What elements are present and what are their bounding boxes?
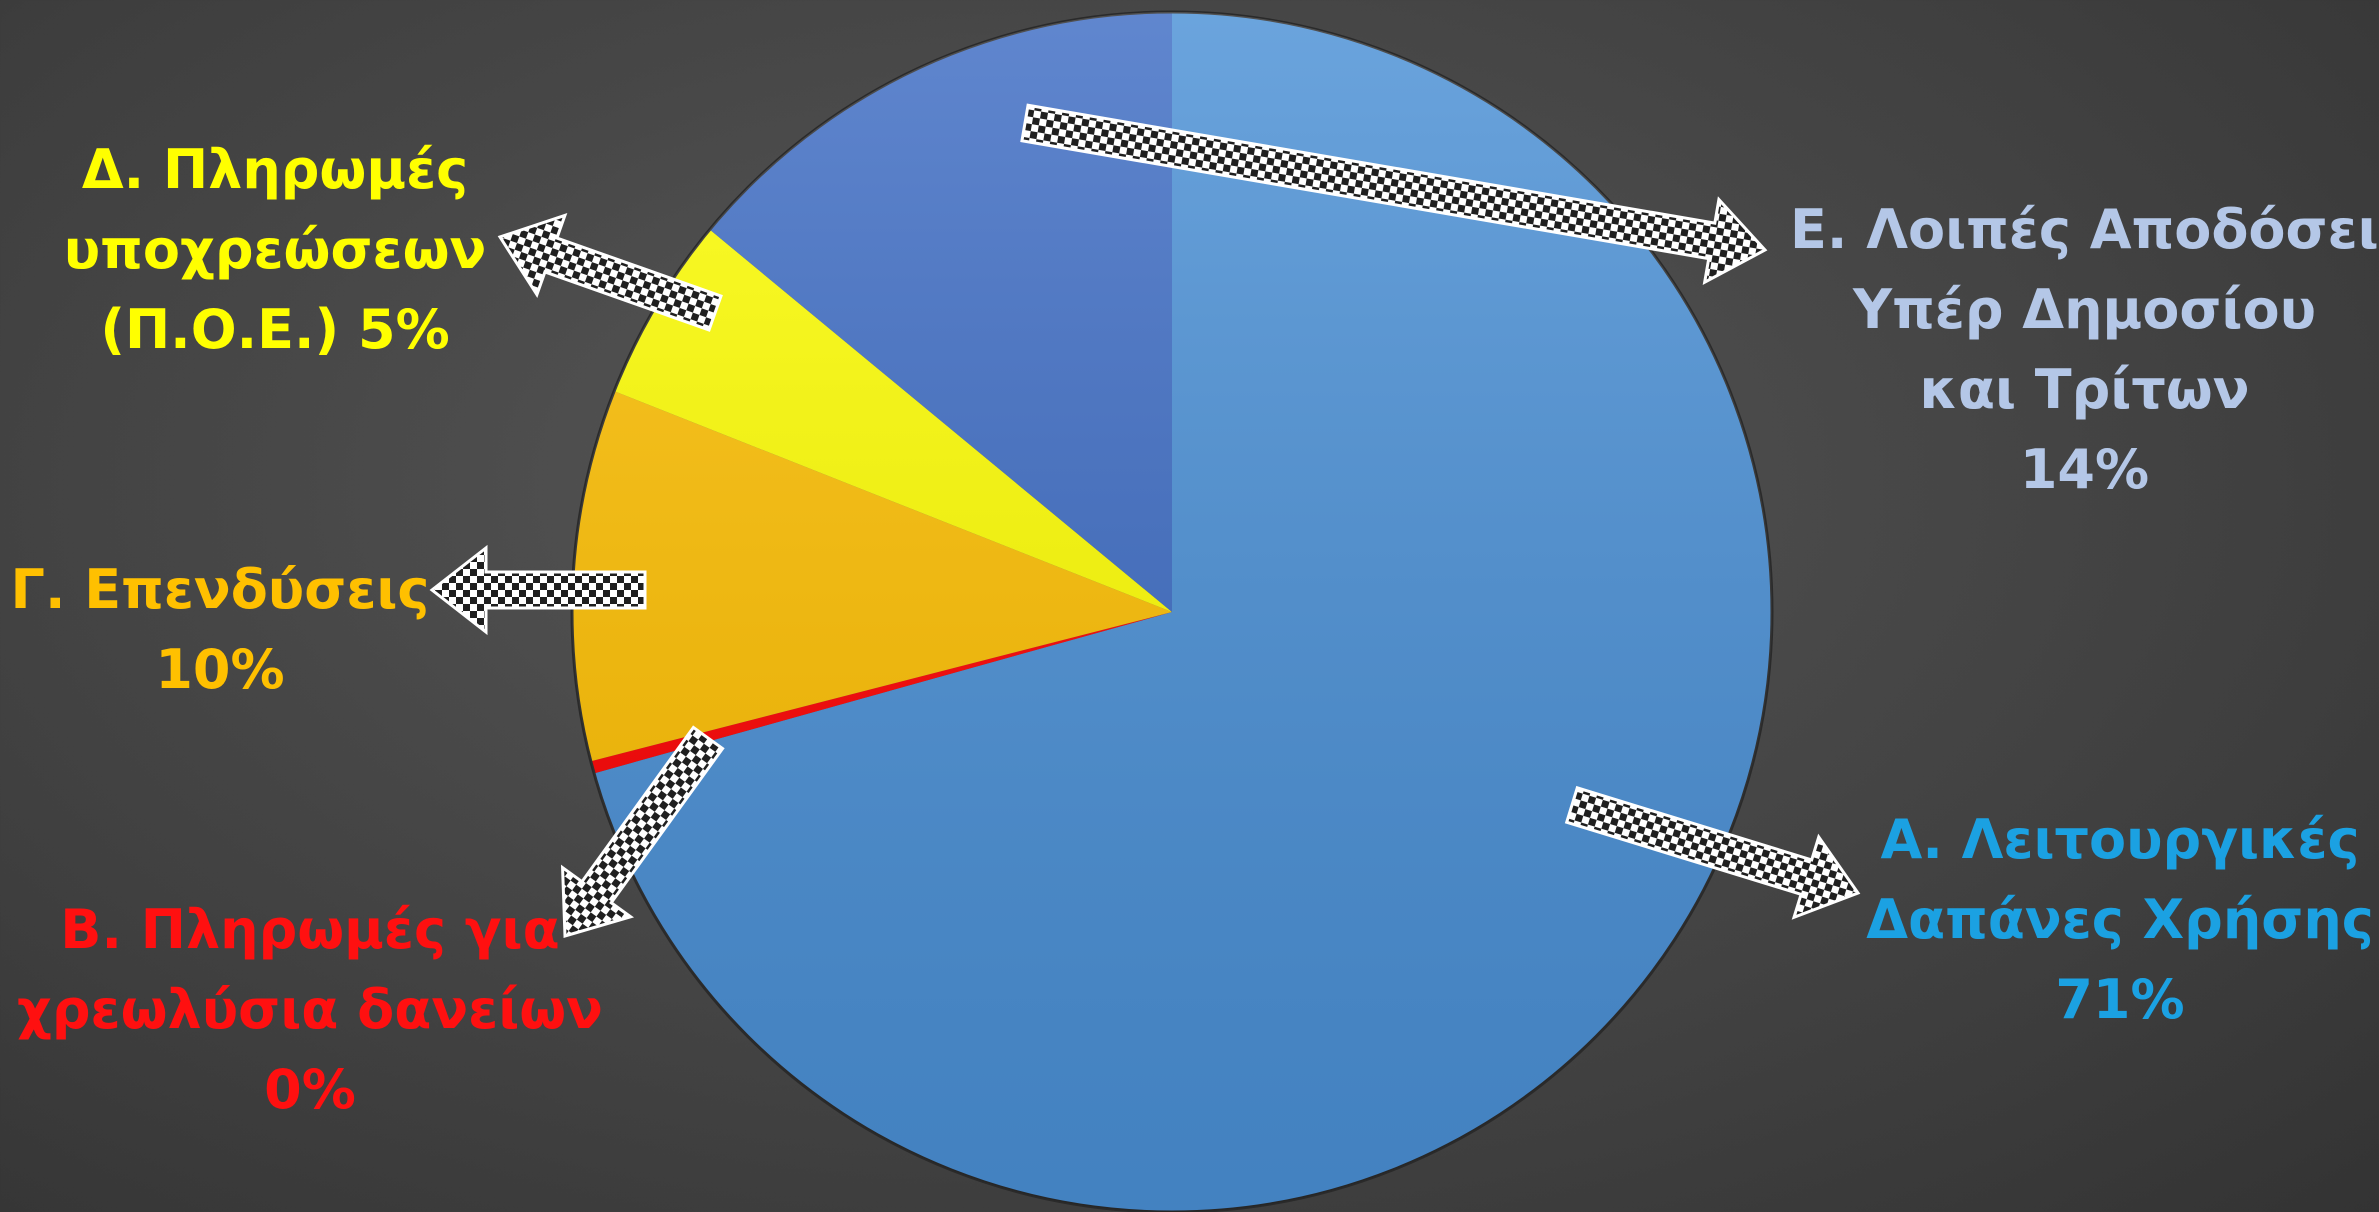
data-label-line: (Π.Ο.Ε.) 5%: [100, 298, 450, 361]
data-label-line: υποχρεώσεων: [63, 218, 487, 281]
data-label-other-remittances: Ε. Λοιπές Αποδόσεις Υπέρ Δημοσίου και Τρίτ…: [1790, 190, 2379, 510]
callout-arrow-poe-payments: [497, 213, 723, 332]
data-label-line: 10%: [155, 638, 285, 701]
data-label-line: 14%: [2019, 438, 2150, 501]
data-label-loan-repayments: Β. Πληρωμές για χρεωλύσια δανείων 0%: [0, 890, 620, 1130]
data-label-line: Υπέρ Δημοσίου: [1852, 278, 2317, 341]
data-label-line: Ε. Λοιπές Αποδόσεις: [1790, 198, 2379, 261]
callout-arrow-loan-repayments: [560, 725, 725, 938]
data-label-line: Δ. Πληρωμές: [81, 138, 469, 201]
data-label-line: Γ. Επενδύσεις: [10, 558, 430, 621]
callout-arrow-operating-expenses: [1564, 785, 1861, 920]
data-label-line: και Τρίτων: [1919, 358, 2250, 421]
data-label-line: 71%: [2055, 968, 2185, 1031]
callout-arrow-other-remittances: [1020, 103, 1768, 286]
data-label-poe-payments: Δ. Πληρωμές υποχρεώσεων (Π.Ο.Ε.) 5%: [40, 130, 510, 370]
data-label-line: Δαπάνες Χρήσης: [1866, 888, 2374, 951]
callout-arrow-investments: [429, 544, 647, 636]
data-label-line: Α. Λειτουργικές: [1880, 808, 2360, 871]
data-label-line: χρεωλύσια δανείων: [17, 978, 603, 1041]
data-label-operating-expenses: Α. Λειτουργικές Δαπάνες Χρήσης 71%: [1860, 800, 2379, 1040]
data-label-line: Β. Πληρωμές για: [60, 898, 560, 961]
data-label-line: 0%: [264, 1058, 356, 1121]
data-label-investments: Γ. Επενδύσεις 10%: [0, 550, 440, 710]
